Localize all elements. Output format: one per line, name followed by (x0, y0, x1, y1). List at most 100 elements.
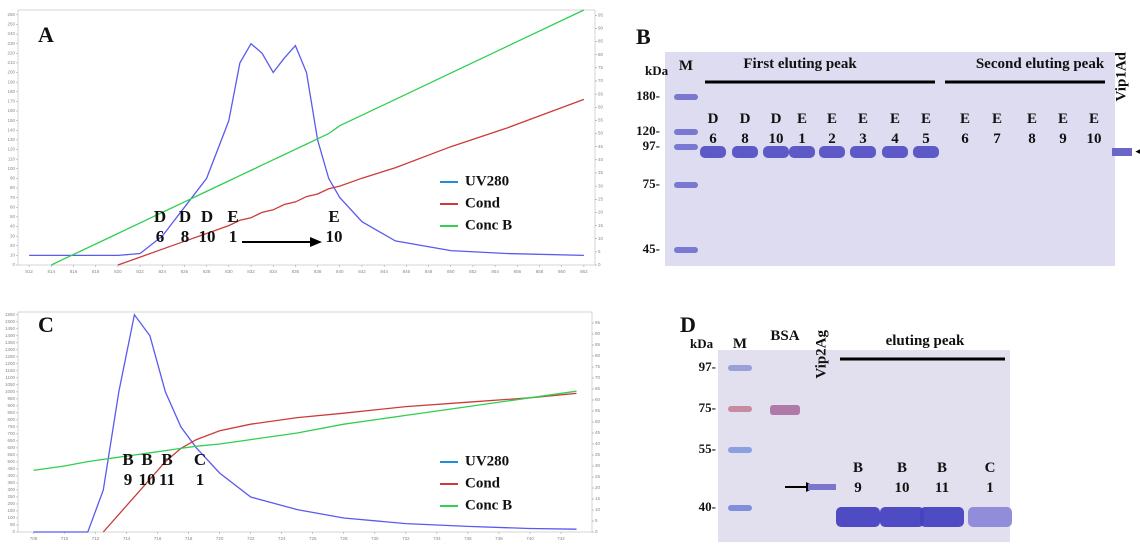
protein-band (920, 507, 964, 527)
y-tick-label: 650 (7, 438, 15, 443)
fraction-label: 10 (326, 227, 343, 246)
x-tick-label: 708 (30, 536, 38, 541)
protein-band (789, 146, 815, 158)
lane-label: B (897, 460, 907, 476)
y-tick-label: 170 (7, 99, 15, 104)
fraction-label: 10 (139, 470, 156, 489)
x-tick-label: 716 (154, 536, 162, 541)
y2-tick-label: 0 (598, 262, 601, 267)
y-tick-label: 450 (7, 466, 15, 471)
ladder-band (674, 182, 698, 188)
y2-tick-label: 50 (598, 131, 604, 136)
ladder-band (674, 129, 698, 135)
y-tick-label: 190 (7, 79, 15, 84)
group-label: Second eluting peak (976, 56, 1105, 72)
protein-band (732, 146, 758, 158)
marker-label: 97- (643, 138, 660, 153)
y-tick-label: 1200 (5, 361, 16, 366)
x-tick-label: 736 (464, 536, 472, 541)
lane-label: 5 (922, 131, 930, 147)
y-tick-label: 200 (7, 70, 15, 75)
fraction-label: 1 (196, 470, 205, 489)
protein-band (836, 507, 880, 527)
y-tick-label: 1450 (5, 326, 16, 331)
y-tick-label: 700 (7, 431, 15, 436)
fraction-label: 11 (159, 470, 175, 489)
lane-label: B (937, 460, 947, 476)
lane-label: 9 (1059, 131, 1067, 147)
y2-tick-label: 30 (598, 183, 604, 188)
y-tick-label: 140 (7, 127, 15, 132)
lane-label: E (1027, 111, 1037, 127)
x-tick-label: 724 (278, 536, 286, 541)
y-tick-label: 1000 (5, 389, 16, 394)
y-tick-label: 350 (7, 480, 15, 485)
legend-label: Cond (465, 475, 501, 491)
y2-tick-label: 90 (598, 26, 604, 31)
x-tick-label: 818 (92, 269, 100, 274)
y2-tick-label: 40 (598, 157, 604, 162)
ladder-label: M (679, 58, 693, 74)
x-tick-label: 836 (292, 269, 300, 274)
y2-tick-label: 40 (595, 441, 601, 446)
y2-tick-label: 10 (598, 236, 604, 241)
y2-tick-label: 55 (598, 118, 604, 123)
ladder-band (728, 505, 752, 511)
lane-label: E (921, 111, 931, 127)
protein-band (850, 146, 876, 158)
figure: ◄ 01020304050607080901001101201301401501… (0, 0, 1140, 548)
y-tick-label: 1350 (5, 340, 16, 345)
lane-label: D (740, 111, 751, 127)
y2-tick-label: 35 (595, 452, 601, 457)
x-tick-label: 858 (536, 269, 544, 274)
y-tick-label: 150 (7, 118, 15, 123)
y-tick-label: 200 (7, 501, 15, 506)
fraction-label: 8 (181, 227, 190, 246)
lane-label: 8 (1028, 131, 1036, 147)
y2-tick-label: 0 (595, 529, 598, 534)
lane-label: E (960, 111, 970, 127)
y2-tick-label: 10 (595, 507, 601, 512)
x-tick-label: 860 (558, 269, 566, 274)
unit-label: kDa (690, 336, 714, 351)
y2-tick-label: 85 (598, 39, 604, 44)
group-label: First eluting peak (743, 56, 857, 72)
x-tick-label: 842 (358, 269, 366, 274)
protein-band (913, 146, 939, 158)
lane-label: 1 (986, 480, 994, 496)
legend-label: Conc B (465, 217, 512, 233)
x-tick-label: 828 (203, 269, 211, 274)
unit-label: kDa (645, 63, 669, 78)
lane-label: D (771, 111, 782, 127)
reference-label: Vip1Ad (1113, 51, 1129, 101)
x-tick-label: 852 (469, 269, 477, 274)
lane-label: B (853, 460, 863, 476)
x-tick-label: 820 (114, 269, 122, 274)
y-tick-label: 400 (7, 473, 15, 478)
x-tick-label: 732 (402, 536, 410, 541)
y2-tick-label: 95 (598, 12, 604, 17)
fraction-label: B (141, 450, 152, 469)
y-tick-label: 1400 (5, 333, 16, 338)
y2-tick-label: 45 (598, 144, 604, 149)
y-tick-label: 260 (7, 12, 15, 17)
band-arrow: ◄ (1133, 144, 1140, 158)
y-tick-label: 220 (7, 50, 15, 55)
y2-tick-label: 25 (598, 196, 604, 201)
x-tick-label: 812 (25, 269, 33, 274)
fraction-label: D (154, 207, 166, 226)
lane-label: 7 (993, 131, 1001, 147)
fraction-label: 1 (229, 227, 238, 246)
x-tick-label: 710 (61, 536, 69, 541)
standard-label: BSA (770, 328, 799, 344)
lane-label: 6 (961, 131, 969, 147)
y-tick-label: 1050 (5, 382, 16, 387)
y2-tick-label: 95 (595, 320, 601, 325)
y-tick-label: 550 (7, 452, 15, 457)
y-tick-label: 30 (10, 233, 16, 238)
y2-tick-label: 75 (598, 65, 604, 70)
lane-label: E (827, 111, 837, 127)
x-tick-label: 728 (340, 536, 348, 541)
y-tick-label: 0 (12, 262, 15, 267)
y-tick-label: 60 (10, 204, 16, 209)
